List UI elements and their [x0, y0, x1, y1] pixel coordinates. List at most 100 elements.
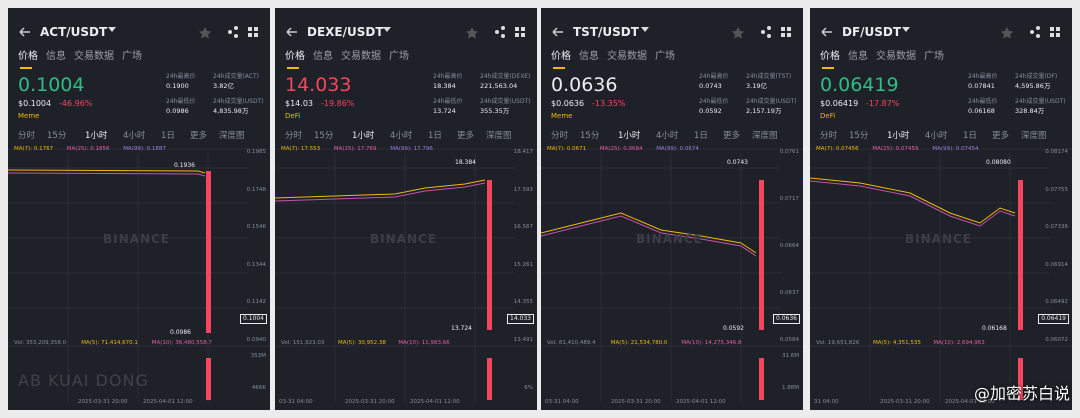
current-price: 14.033 — [507, 314, 534, 324]
time-tab: 15分 — [314, 131, 334, 141]
ma-label: MA(7): 0.07456 — [816, 146, 859, 152]
tab: 交易数据 — [607, 51, 647, 62]
dropdown-caret[interactable] — [902, 27, 910, 32]
y-axis-label: 0.0761 — [779, 149, 799, 155]
date-label: 2025-04-01 12:00 — [143, 399, 193, 405]
time-tab: 4小时 — [123, 131, 146, 141]
vol-label: MA(10): 14,275,346.8 — [681, 340, 742, 346]
tab: 信息 — [313, 51, 333, 62]
stat-label: 24h成交量(USDT) — [746, 98, 797, 105]
y-axis-label: 0.06072 — [1045, 337, 1068, 343]
ma-label: MA(25): 0.07459 — [872, 146, 919, 152]
ma-label: MA(25): 0.1856 — [66, 146, 110, 152]
time-tab: 1小时 — [887, 131, 910, 141]
time-tab: 1日 — [428, 131, 442, 141]
high-mark: 18.384 — [455, 159, 476, 166]
watermark: BINANCE — [370, 232, 437, 246]
price-change: -17.87% — [866, 99, 900, 108]
stat-value: 2,157.19万 — [746, 107, 782, 115]
dropdown-caret[interactable] — [641, 27, 649, 32]
stat-label: 24h最高价 — [433, 73, 463, 80]
ma-label: MA(99): 0.1887 — [123, 146, 166, 152]
stat-value: 13.724 — [433, 107, 456, 115]
tab: 价格 — [820, 51, 840, 62]
date-label: 03-31 04:00 — [279, 399, 313, 405]
stat-value: 3.82亿 — [213, 82, 234, 90]
stat-label: 24h成交量(DF) — [1015, 73, 1058, 80]
time-tab: 分时 — [551, 131, 569, 141]
vol-label: MA(10): 36,480,558.7 — [151, 340, 212, 346]
credit: @加密苏白说 — [973, 384, 1070, 403]
vol-label: MA(5): 4,351,535 — [873, 340, 921, 346]
current-price: 0.1004 — [240, 314, 267, 324]
tag: DeFi — [820, 112, 836, 120]
tab: 信息 — [46, 51, 66, 62]
usd-price: $14.03 — [285, 99, 313, 108]
vol-axis-label: 31.6M — [782, 353, 799, 359]
high-mark: 0.1936 — [174, 162, 195, 169]
usd-price: $0.1004 — [18, 99, 52, 108]
date-label: 2025-03-31 20:00 — [880, 399, 930, 405]
stat-label: 24h最低价 — [699, 98, 729, 105]
tab: 广场 — [122, 51, 142, 62]
time-tab: 分时 — [285, 131, 303, 141]
y-axis-label: 0.1142 — [246, 299, 266, 306]
stat-label: 24h成交量(USDT) — [213, 98, 264, 105]
tab: 信息 — [579, 51, 599, 62]
app-panel: DF/USDT 价格 信息 交易数据 广场 0.06419 $0.06419 -17.87% D… — [810, 8, 1072, 410]
time-tab: 1小时 — [85, 131, 108, 141]
vol-axis-label: 6% — [524, 385, 533, 391]
y-axis-label: 0.1985 — [246, 149, 266, 155]
stat-value: 0.06168 — [968, 107, 995, 115]
watermark: BINANCE — [103, 232, 170, 246]
tag: Meme — [551, 112, 573, 120]
price-change: -13.35% — [592, 99, 626, 108]
time-tab: 4小时 — [656, 131, 679, 141]
price-change: -19.86% — [321, 99, 355, 108]
date-label: 2025-04-01 12:00 — [410, 399, 460, 405]
y-axis-label: 0.06914 — [1045, 261, 1068, 268]
y-axis-label: 0.1546 — [246, 224, 266, 231]
vol-label: Vol: 81,410,489.4 — [547, 340, 596, 346]
date-label: 03-31 04:00 — [545, 399, 579, 405]
vol-label: MA(5): 21,534,780.0 — [610, 340, 668, 346]
last-price: 0.06419 — [820, 74, 899, 96]
time-tab: 1小时 — [618, 131, 641, 141]
y-axis-label: 0.1748 — [246, 186, 266, 193]
vol-label: MA(10): 11,983.66 — [398, 340, 450, 346]
stat-label: 24h成交量(DEXE) — [480, 73, 531, 80]
time-tab: 4小时 — [390, 131, 413, 141]
time-tab: 更多 — [457, 131, 475, 141]
overlay-text: AB KUAI DONG — [18, 371, 149, 390]
tab: 价格 — [285, 51, 305, 62]
dropdown-caret[interactable] — [383, 27, 391, 32]
tab: 广场 — [924, 51, 944, 62]
y-axis-label: 13.491 — [513, 337, 533, 343]
y-axis-label: 0.0584 — [779, 337, 799, 343]
time-tab: 15分 — [849, 131, 869, 141]
y-axis-label: 0.07755 — [1045, 186, 1068, 193]
date-label: 2025-04-01 12:00 — [676, 399, 726, 405]
date-label: 2025-03-31 20:00 — [345, 399, 395, 405]
y-axis-label: 16.567 — [513, 224, 533, 231]
stat-value: 355.35万 — [480, 107, 510, 115]
y-axis-label: 0.07336 — [1045, 224, 1068, 231]
vol-axis-label: 466K — [251, 385, 266, 391]
y-axis-label: 0.0664 — [779, 243, 799, 249]
time-tab: 1日 — [161, 131, 175, 141]
y-axis-label: 17.593 — [513, 186, 533, 193]
stat-value: 18.384 — [433, 82, 456, 90]
dropdown-caret[interactable] — [108, 27, 116, 32]
time-tab: 15分 — [47, 131, 67, 141]
stat-label: 24h最低价 — [968, 98, 998, 105]
time-tab: 更多 — [992, 131, 1010, 141]
time-tab: 更多 — [190, 131, 208, 141]
low-mark: 0.0592 — [723, 325, 744, 332]
y-axis-label: 0.0717 — [779, 196, 799, 202]
stat-value: 221,563.04 — [480, 82, 518, 90]
y-axis-label: 18.417 — [513, 149, 533, 155]
vol-label: Vol: 19,651,826 — [816, 340, 860, 346]
last-price: 0.0636 — [551, 74, 618, 96]
time-tab: 深度图 — [486, 131, 512, 141]
